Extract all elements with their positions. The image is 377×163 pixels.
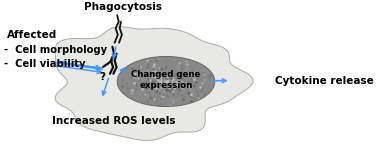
Text: Affected: Affected: [7, 30, 57, 40]
Text: Phagocytosis: Phagocytosis: [84, 2, 162, 12]
Circle shape: [117, 56, 215, 107]
Polygon shape: [55, 27, 253, 141]
Text: Increased ROS levels: Increased ROS levels: [52, 116, 176, 126]
Text: Cytokine release: Cytokine release: [274, 76, 373, 86]
Text: ?: ?: [99, 72, 105, 82]
Text: Changed gene
expression: Changed gene expression: [131, 70, 201, 90]
Text: -  Cell viability: - Cell viability: [4, 59, 85, 69]
Text: -  Cell morphology: - Cell morphology: [4, 45, 107, 55]
